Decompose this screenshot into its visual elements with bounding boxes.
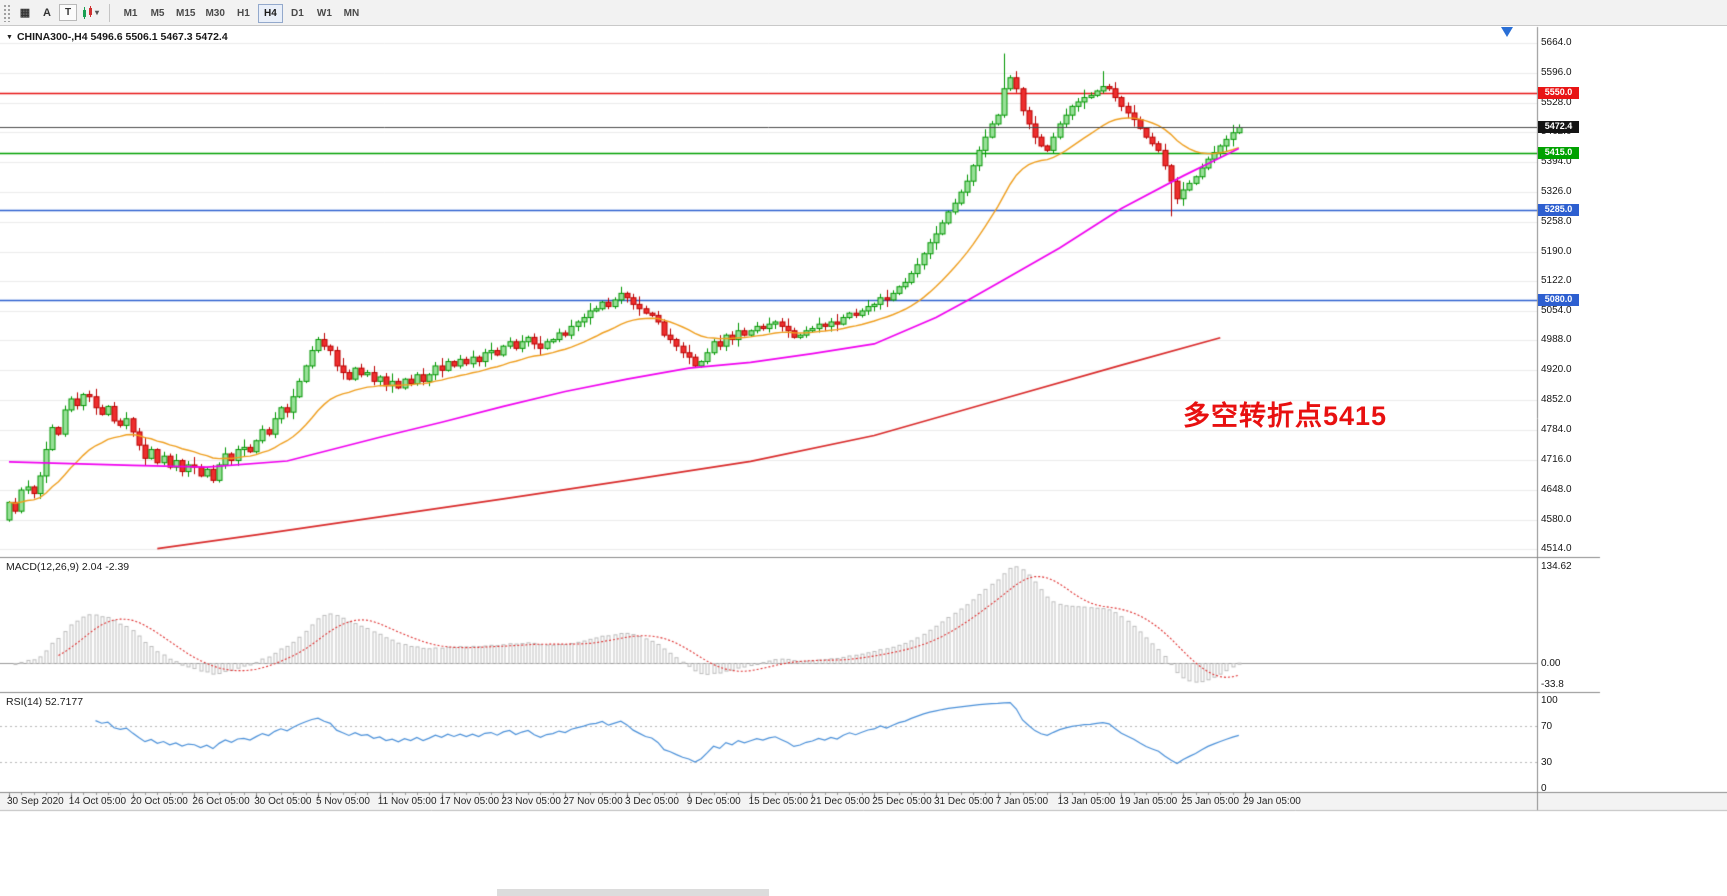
rsi-tick-label: 0 (1541, 783, 1547, 794)
rsi-label: RSI(14) 52.7177 (6, 696, 84, 708)
timeframe-button-m15[interactable]: M15 (172, 4, 199, 23)
chart-header: ▼ CHINA300-,H4 5496.6 5506.1 5467.3 5472.… (6, 31, 228, 43)
time-axis-label: 26 Oct 05:00 (192, 796, 250, 807)
price-tick-label: 4648.0 (1541, 484, 1572, 496)
candlestick-icon (83, 5, 92, 19)
text-box-tool-icon[interactable]: T (59, 4, 77, 21)
price-tick-label: 5326.0 (1541, 185, 1572, 197)
price-tick-label: 4580.0 (1541, 513, 1572, 525)
text-label-tool-icon[interactable]: A (37, 3, 57, 23)
price-tick-label: 5664.0 (1541, 37, 1572, 48)
timeframe-button-mn[interactable]: MN (339, 4, 364, 23)
time-axis-label: 27 Nov 05:00 (563, 796, 623, 807)
timeframe-group: M1 M5 M15 M30 H1 H4 D1 W1 MN (117, 3, 365, 23)
macd-tick-label: 0.00 (1541, 657, 1561, 669)
time-axis-label: 9 Dec 05:00 (686, 796, 741, 807)
time-axis-label: 19 Jan 05:00 (1119, 796, 1178, 807)
timeframe-button-w1[interactable]: W1 (312, 4, 337, 23)
time-axis-label: 3 Dec 05:00 (625, 796, 679, 807)
time-axis-label: 21 Dec 05:00 (810, 796, 870, 807)
chart-shift-marker-icon[interactable] (1501, 27, 1513, 37)
time-axis-label: 13 Jan 05:00 (1057, 796, 1116, 807)
price-tag-5080.0: 5080.0 (1538, 293, 1579, 306)
timeframe-button-h4[interactable]: H4 (257, 3, 283, 23)
macd-tick-label: 134.62 (1541, 561, 1572, 572)
time-axis-label: 5 Nov 05:00 (316, 796, 370, 807)
toolbar-separator (109, 3, 111, 22)
timeframe-button-h1[interactable]: H1 (231, 4, 256, 23)
timeframe-button-d1[interactable]: D1 (285, 4, 310, 23)
rsi-tick-label: 100 (1541, 695, 1558, 706)
time-axis-label: 29 Jan 05:00 (1243, 796, 1301, 807)
timeframe-button-m30[interactable]: M30 (201, 4, 228, 23)
main-toolbar: ▦ A T ▾ M1 M5 M15 M30 H1 H4 D1 W1 MN (0, 0, 1727, 26)
grid-tool-icon[interactable]: ▦ (15, 3, 35, 23)
timeframe-button-m5[interactable]: M5 (145, 4, 170, 23)
chart-menu-icon[interactable]: ▼ (6, 34, 13, 41)
time-axis-label: 7 Jan 05:00 (995, 796, 1049, 807)
price-tick-label: 4988.0 (1541, 334, 1572, 346)
time-axis-label: 25 Jan 05:00 (1181, 796, 1240, 807)
time-axis-label: 11 Nov 05:00 (377, 796, 437, 807)
price-tick-label: 4514.0 (1541, 543, 1572, 554)
time-axis-label: 25 Dec 05:00 (872, 796, 932, 807)
time-axis-label: 15 Dec 05:00 (748, 796, 809, 807)
rsi-tick-label: 70 (1541, 721, 1553, 733)
price-tick-label: 5054.0 (1541, 305, 1572, 317)
price-tick-label: 4784.0 (1541, 424, 1572, 436)
chart-style-dropdown[interactable]: ▾ (79, 3, 102, 23)
price-tick-label: 5258.0 (1541, 215, 1572, 227)
pivot-annotation-text: 多空转折点5415 (1183, 401, 1388, 431)
chart-header-text: CHINA300-,H4 5496.6 5506.1 5467.3 5472.4 (16, 31, 228, 43)
price-tick-label: 5596.0 (1541, 66, 1572, 78)
price-tick-label: 5190.0 (1541, 245, 1572, 257)
price-tick-label: 4716.0 (1541, 454, 1572, 466)
price-tick-label: 5122.0 (1541, 275, 1572, 287)
price-tick-label: 5394.0 (1541, 155, 1572, 167)
price-tag-5550.0: 5550.0 (1538, 87, 1579, 100)
time-axis-label: 30 Oct 05:00 (254, 796, 312, 807)
price-tick-label: 4920.0 (1541, 364, 1572, 376)
time-axis-label: 30 Sep 2020 (7, 796, 64, 807)
time-axis-label: 14 Oct 05:00 (68, 796, 127, 807)
time-axis-label: 17 Nov 05:00 (439, 796, 500, 807)
time-axis-label: 23 Nov 05:00 (501, 796, 561, 807)
taskbar-fragment (497, 889, 769, 896)
time-axis-label: 31 Dec 05:00 (934, 796, 994, 807)
macd-label: MACD(12,26,9) 2.04 -2.39 (6, 561, 130, 573)
macd-tick-label: -33.8 (1541, 679, 1564, 690)
timeframe-button-m1[interactable]: M1 (118, 4, 143, 23)
time-axis-label: 20 Oct 05:00 (130, 796, 188, 807)
rsi-tick-label: 30 (1541, 756, 1553, 768)
chevron-down-icon: ▾ (95, 8, 100, 17)
price-tick-label: 4852.0 (1541, 394, 1572, 406)
price-tick-label: 5528.0 (1541, 96, 1572, 108)
toolbar-grip[interactable] (3, 3, 11, 22)
price-tag-5285.0: 5285.0 (1538, 203, 1579, 216)
current-price-tag: 5472.4 (1538, 121, 1579, 134)
price-tag-5415.0: 5415.0 (1538, 146, 1579, 159)
